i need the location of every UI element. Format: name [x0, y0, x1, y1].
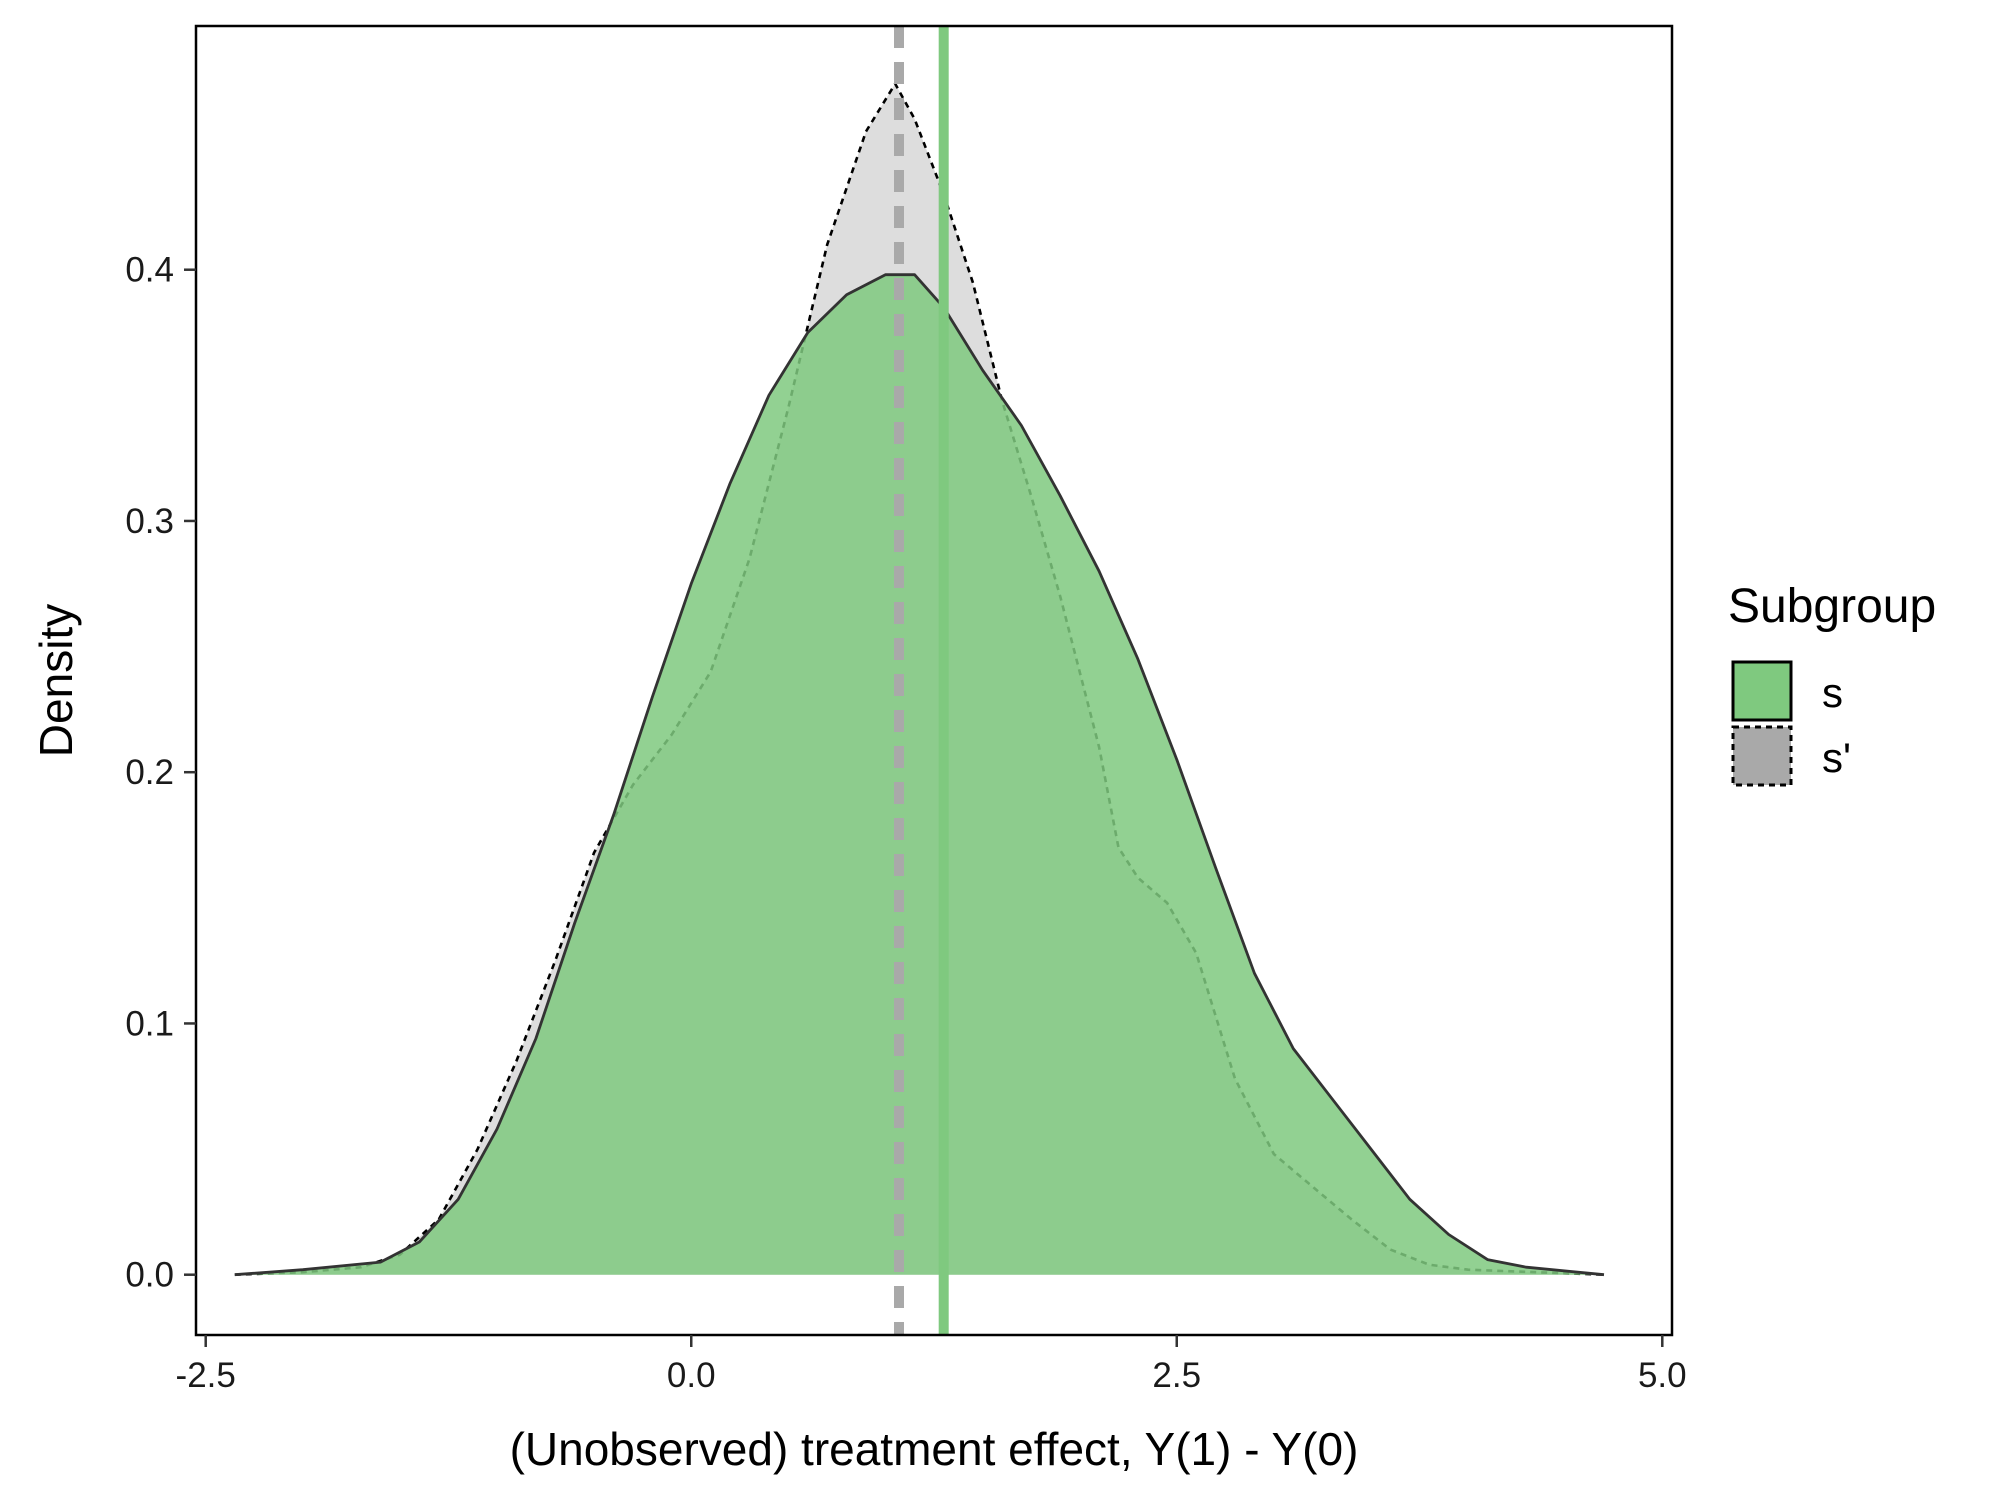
y-axis: 0.0 0.1 0.2 0.3 0.4 — [125, 251, 196, 1295]
mean-lines-layer — [894, 26, 949, 1335]
density-area-s — [234, 274, 1604, 1275]
y-tick-label: 0.4 — [125, 251, 174, 290]
y-tick-label: 0.2 — [125, 753, 174, 792]
y-tick-label: 0.0 — [125, 1256, 174, 1295]
y-tick-label: 0.1 — [125, 1004, 174, 1043]
plot-panel — [234, 26, 1605, 1335]
y-axis-title: Density — [30, 604, 82, 757]
density-curve-s — [234, 273, 1605, 1277]
legend-title: Subgroup — [1728, 580, 1936, 633]
density-series-layer — [234, 82, 1605, 1277]
x-tick-label: 2.5 — [1152, 1356, 1201, 1395]
legend-key-s-prime — [1731, 725, 1793, 787]
y-tick-label: 0.3 — [125, 502, 174, 541]
legend-label-s-prime: s' — [1822, 734, 1851, 781]
x-tick-label: -2.5 — [176, 1356, 236, 1395]
panel-border — [194, 24, 1674, 1337]
legend-label-s: s — [1822, 669, 1843, 716]
legend-key-s — [1731, 660, 1793, 722]
legend: Subgroup s s' — [1728, 580, 1936, 787]
x-axis-title: (Unobserved) treatment effect, Y(1) - Y(… — [510, 1423, 1359, 1475]
x-axis: -2.5 0.0 2.5 5.0 — [176, 1335, 1687, 1395]
x-tick-label: 0.0 — [667, 1356, 716, 1395]
x-tick-label: 5.0 — [1638, 1356, 1687, 1395]
